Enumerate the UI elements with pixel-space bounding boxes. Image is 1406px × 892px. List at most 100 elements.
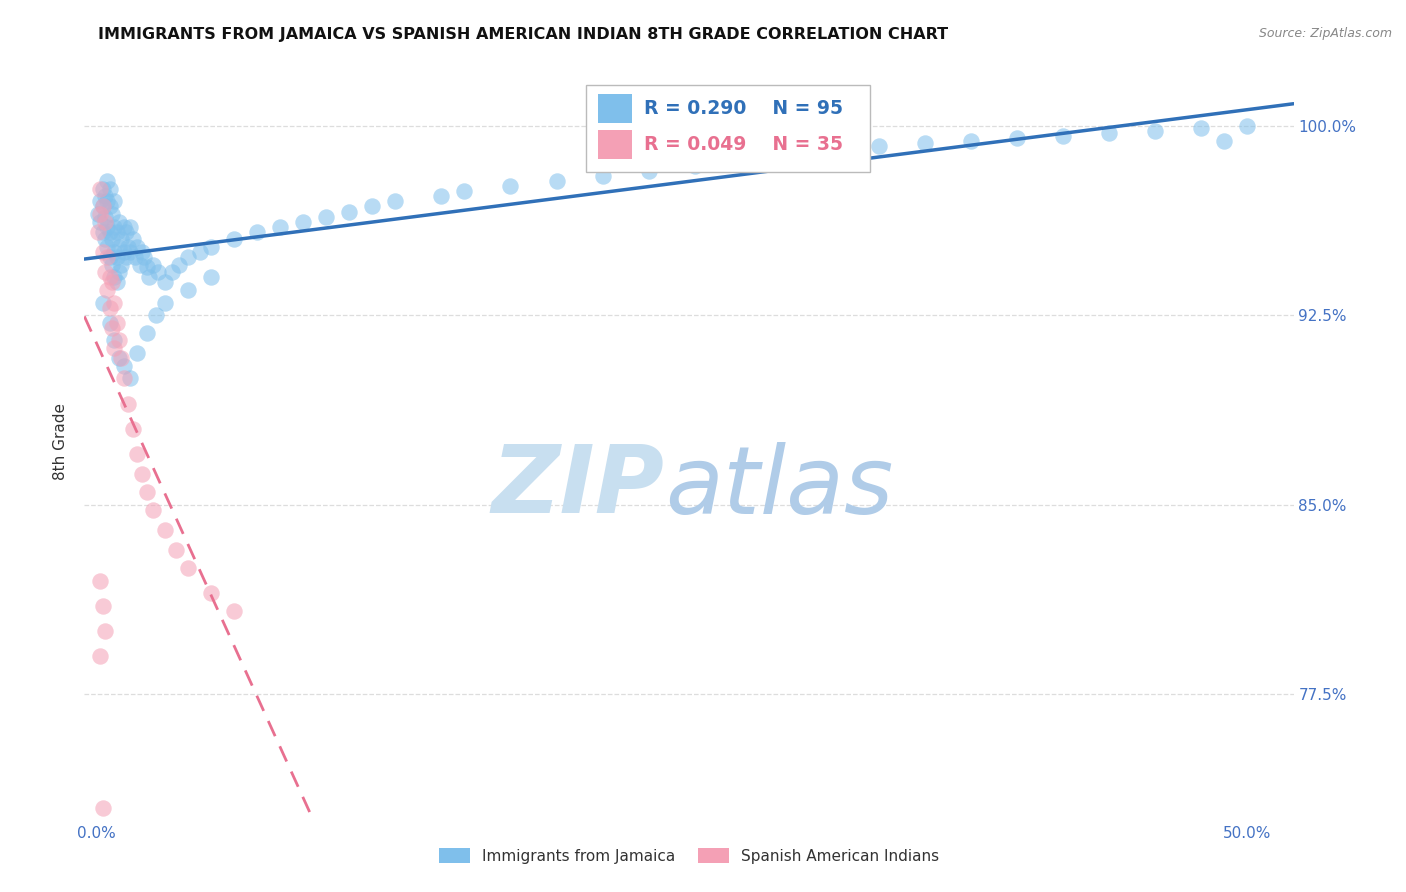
Point — [361, 199, 384, 213]
Text: R = 0.049    N = 35: R = 0.049 N = 35 — [644, 135, 844, 153]
Point — [98, 316, 121, 330]
Point — [200, 586, 222, 600]
Point — [110, 351, 132, 365]
Point — [127, 240, 149, 254]
Point — [96, 194, 118, 209]
Point — [153, 523, 176, 537]
Point — [120, 219, 142, 234]
Point — [153, 275, 176, 289]
Point — [101, 232, 124, 246]
Point — [1189, 121, 1212, 136]
Point — [96, 219, 118, 234]
Point — [384, 194, 406, 209]
Point — [117, 396, 139, 410]
Point — [1005, 131, 1028, 145]
Point — [117, 240, 139, 254]
Point — [105, 316, 128, 330]
Point — [142, 258, 165, 272]
Point — [89, 574, 111, 588]
Point — [101, 207, 124, 221]
Point — [120, 244, 142, 259]
Point — [101, 258, 124, 272]
Point — [142, 503, 165, 517]
Point — [134, 250, 156, 264]
Point — [167, 258, 190, 272]
Point — [1144, 124, 1167, 138]
Point — [91, 244, 114, 259]
Text: atlas: atlas — [665, 442, 893, 533]
Text: Source: ZipAtlas.com: Source: ZipAtlas.com — [1258, 27, 1392, 40]
Point — [177, 283, 200, 297]
Point — [103, 219, 125, 234]
FancyBboxPatch shape — [599, 130, 633, 159]
Point — [98, 301, 121, 315]
Point — [98, 225, 121, 239]
Point — [430, 189, 453, 203]
Point — [108, 351, 131, 365]
Point — [103, 334, 125, 348]
Point — [94, 624, 117, 638]
Point — [94, 215, 117, 229]
Point — [166, 543, 188, 558]
Point — [637, 164, 659, 178]
Y-axis label: 8th Grade: 8th Grade — [53, 403, 69, 480]
Point — [121, 422, 143, 436]
Point — [98, 270, 121, 285]
Point — [91, 295, 114, 310]
Point — [868, 138, 890, 153]
Point — [124, 250, 146, 264]
Point — [108, 334, 131, 348]
Point — [94, 265, 117, 279]
Point — [89, 194, 111, 209]
Point — [91, 599, 114, 613]
Point — [110, 258, 132, 272]
Point — [960, 134, 983, 148]
Point — [683, 159, 706, 173]
Point — [222, 604, 245, 618]
Point — [177, 561, 200, 575]
Point — [91, 199, 114, 213]
Point — [160, 265, 183, 279]
Point — [96, 283, 118, 297]
Point — [135, 326, 157, 340]
Point — [315, 210, 337, 224]
Point — [1213, 134, 1236, 148]
Point — [89, 215, 111, 229]
Point — [153, 295, 176, 310]
Point — [91, 199, 114, 213]
Point — [188, 244, 211, 259]
Point — [108, 265, 131, 279]
Point — [91, 182, 114, 196]
Text: ZIP: ZIP — [492, 441, 665, 533]
Point — [110, 232, 132, 246]
Point — [1236, 119, 1258, 133]
Point — [1098, 126, 1121, 140]
Point — [105, 275, 128, 289]
Point — [127, 346, 149, 360]
Point — [94, 210, 117, 224]
Point — [120, 371, 142, 385]
Point — [127, 447, 149, 461]
Point — [103, 295, 125, 310]
Point — [103, 270, 125, 285]
Point — [114, 225, 136, 239]
Point — [200, 270, 222, 285]
Point — [103, 341, 125, 355]
Point — [200, 240, 222, 254]
Point — [821, 144, 844, 158]
Point — [138, 270, 160, 285]
FancyBboxPatch shape — [599, 95, 633, 123]
Point — [499, 179, 522, 194]
Point — [121, 232, 143, 246]
Point — [730, 154, 752, 169]
Text: R = 0.290    N = 95: R = 0.290 N = 95 — [644, 99, 844, 119]
Point — [96, 174, 118, 188]
Point — [592, 169, 614, 183]
Point — [89, 182, 111, 196]
Point — [87, 207, 110, 221]
Point — [96, 250, 118, 264]
Point — [131, 467, 153, 482]
Point — [89, 207, 111, 221]
Point — [131, 244, 153, 259]
Point — [337, 204, 360, 219]
